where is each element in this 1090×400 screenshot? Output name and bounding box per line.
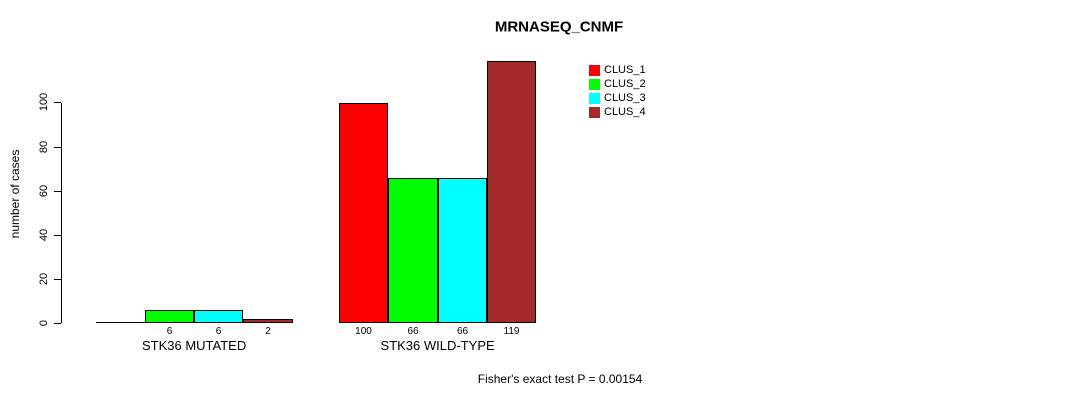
bar-value-label: 119 xyxy=(503,326,520,337)
bar-clus_2-group2 xyxy=(388,178,438,323)
bar-clus_4-group1 xyxy=(243,319,293,323)
legend-label-clus_1: CLUS_1 xyxy=(604,64,646,76)
bar-value-label: 66 xyxy=(407,326,419,337)
bar-clus_3-group1 xyxy=(194,310,243,323)
bar-clus_4-group2 xyxy=(487,61,536,323)
fisher-test-annotation: Fisher's exact test P = 0.00154 xyxy=(477,372,643,386)
bar-value-label: 6 xyxy=(215,326,222,337)
y-axis-tick-label: 0 xyxy=(38,319,50,327)
chart-title: MRNASEQ_CNMF xyxy=(494,18,624,36)
category-label: STK36 WILD-TYPE xyxy=(380,338,495,353)
legend-label-clus_4: CLUS_4 xyxy=(604,106,646,118)
y-axis-tick-label: 100 xyxy=(38,92,50,112)
bar-clus_1-group2 xyxy=(339,103,388,323)
y-axis-tick xyxy=(54,279,61,280)
y-axis-tick xyxy=(54,147,61,148)
bar-clus_1-group1 xyxy=(96,322,145,323)
bar-value-label: 2 xyxy=(265,326,271,337)
y-axis-label: number of cases xyxy=(8,149,22,239)
bar-clus_3-group2 xyxy=(438,178,487,323)
category-label: STK36 MUTATED xyxy=(141,338,247,353)
bar-value-label: 66 xyxy=(456,326,469,337)
y-axis-tick-label: 40 xyxy=(38,228,50,242)
y-axis-tick-label: 20 xyxy=(38,272,50,286)
legend-label-clus_3: CLUS_3 xyxy=(604,92,646,104)
y-axis-tick xyxy=(54,323,61,324)
legend-swatch-clus_2 xyxy=(589,79,600,90)
legend-swatch-clus_1 xyxy=(589,65,600,76)
y-axis-tick xyxy=(54,235,61,236)
y-axis-tick xyxy=(54,102,61,103)
y-axis-tick-label: 60 xyxy=(38,184,50,198)
y-axis-tick xyxy=(54,191,61,192)
bar-value-label: 100 xyxy=(355,326,372,337)
y-axis-tick-label: 80 xyxy=(38,140,50,154)
legend-swatch-clus_3 xyxy=(589,93,600,104)
legend-label-clus_2: CLUS_2 xyxy=(604,78,646,90)
legend-swatch-clus_4 xyxy=(589,107,600,118)
y-axis-line xyxy=(61,103,62,323)
bar-value-label: 6 xyxy=(166,326,173,337)
bar-clus_2-group1 xyxy=(145,310,194,323)
